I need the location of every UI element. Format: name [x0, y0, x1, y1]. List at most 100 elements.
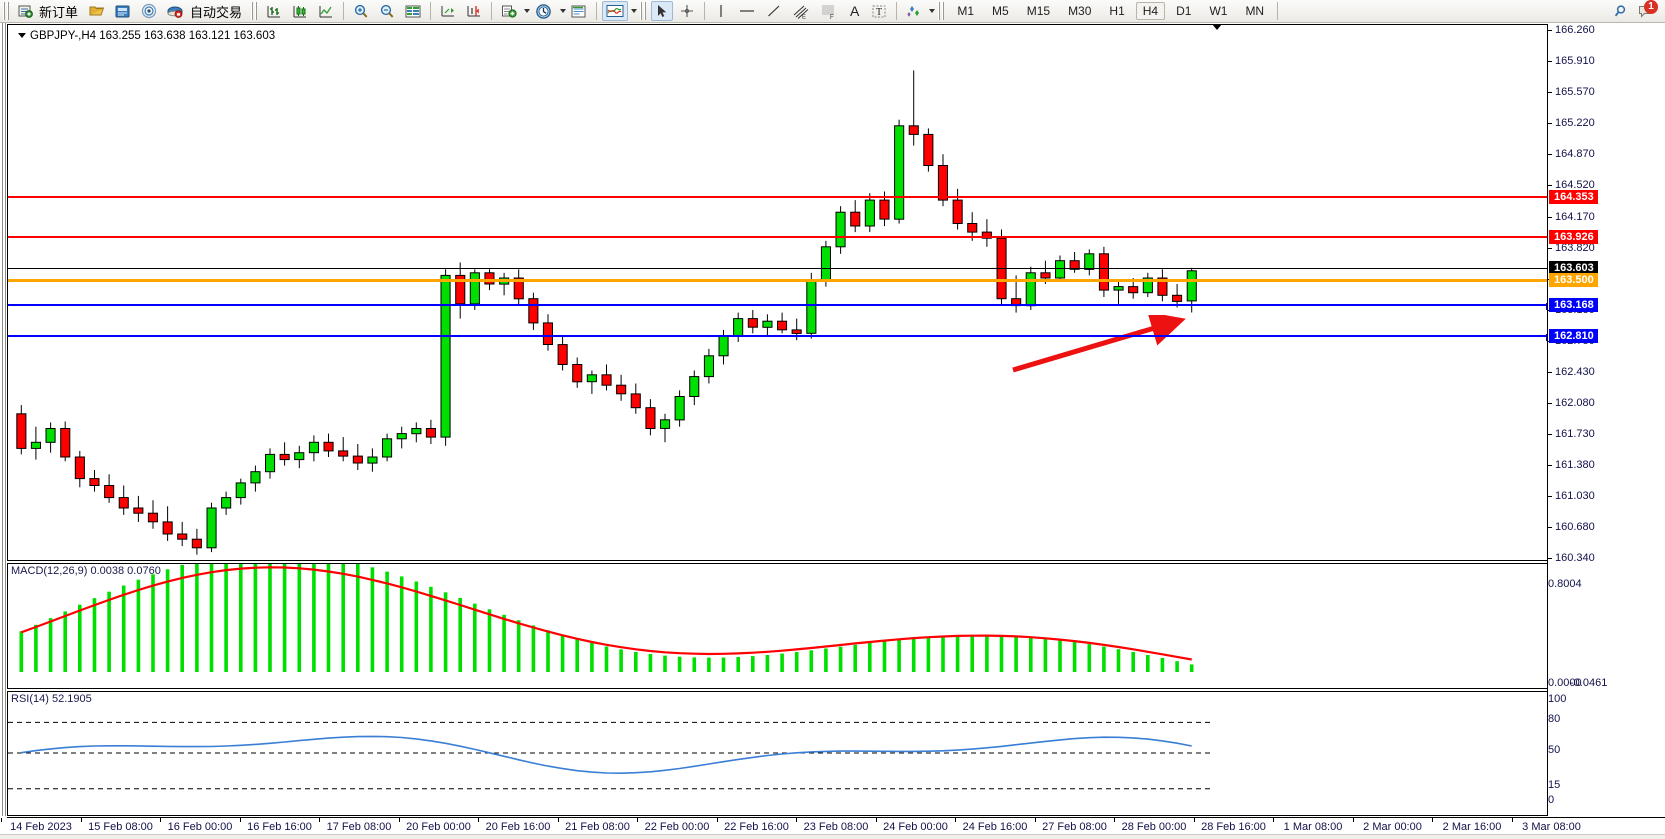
add-indicator-icon[interactable]: [497, 1, 521, 21]
objects-icon[interactable]: [902, 1, 926, 21]
objects-caret-icon[interactable]: [929, 9, 936, 13]
templates-caret-icon[interactable]: [631, 9, 638, 13]
macd-tick-bottom: -0.0461: [1570, 677, 1608, 690]
level-chip-163-500[interactable]: 163.500: [1549, 273, 1598, 287]
price-tick: 165.570: [1548, 86, 1595, 98]
price-tick: 161.030: [1548, 490, 1595, 502]
add-indicator-caret-icon[interactable]: [524, 9, 531, 13]
hline-icon[interactable]: [734, 1, 760, 21]
vline-icon[interactable]: [710, 1, 732, 21]
new-order-icon[interactable]: [14, 1, 36, 21]
macd-pane[interactable]: MACD(12,26,9) 0.0038 0.0760: [7, 563, 1665, 689]
time-label: 3 Mar 08:00: [1522, 821, 1581, 833]
time-tick: [875, 818, 877, 822]
line-chart-icon[interactable]: [314, 1, 338, 21]
level-line-163-500[interactable]: [8, 279, 1549, 282]
period-caret-icon[interactable]: [560, 9, 567, 13]
new-order-label[interactable]: 新订单: [39, 4, 79, 20]
chart-left-scroll-grip[interactable]: [0, 23, 7, 816]
toolbar-grip-2[interactable]: [251, 2, 259, 20]
data-window-icon[interactable]: [401, 1, 425, 21]
timeframe-mn[interactable]: MN: [1245, 4, 1265, 18]
news-icon[interactable]: [111, 1, 135, 21]
time-tick: [1114, 818, 1115, 822]
signal-icon[interactable]: [137, 1, 161, 21]
time-label: 23 Feb 08:00: [803, 821, 869, 833]
label-icon[interactable]: T: [867, 1, 891, 21]
timeframe-h1[interactable]: H1: [1109, 4, 1125, 18]
fibonacci-icon[interactable]: F: [816, 1, 842, 21]
trendline-icon[interactable]: [762, 1, 786, 21]
time-tick: [1193, 818, 1195, 822]
timeframe-m5[interactable]: M5: [992, 4, 1009, 18]
time-axis[interactable]: 14 Feb 2023 15 Feb 08:00 16 Feb 00:00 16 Fe…: [1, 817, 1665, 839]
level-line-163-168[interactable]: [8, 303, 1553, 310]
time-label: 16 Feb 00:00: [167, 821, 233, 833]
timeframe-w1[interactable]: W1: [1209, 4, 1228, 18]
time-label: 28 Feb 16:00: [1201, 821, 1266, 833]
level-line-163-603-last[interactable]: [8, 268, 1549, 269]
price-tick: 164.170: [1548, 211, 1595, 223]
rsi-tick-50: 50: [1548, 744, 1561, 757]
zoom-in-icon[interactable]: [349, 1, 373, 21]
timeframe-m15[interactable]: M15: [1026, 4, 1051, 18]
timeframe-d1[interactable]: D1: [1176, 4, 1192, 18]
toolbar-grip[interactable]: [3, 2, 10, 20]
crosshair-icon[interactable]: [675, 1, 699, 21]
zoom-out-icon[interactable]: [375, 1, 399, 21]
chart-shift-icon[interactable]: [436, 1, 460, 21]
toolbar-separator-7: [1277, 2, 1279, 20]
search-icon[interactable]: [1610, 1, 1634, 21]
level-chip-163-926[interactable]: 163.926: [1549, 230, 1598, 244]
time-label: 24 Feb 16:00: [962, 821, 1028, 833]
level-chip-163-603-last[interactable]: 163.603: [1549, 261, 1598, 275]
toolbar-right-group: 1: [1609, 0, 1665, 21]
level-line-163-926[interactable]: [8, 236, 1549, 238]
autotrade-label[interactable]: 自动交易: [190, 4, 243, 20]
rsi-pane[interactable]: RSI(14) 52.1905: [7, 691, 1665, 816]
time-label: 2 Mar 00:00: [1363, 821, 1422, 833]
price-pane[interactable]: GBPJPY-,H4 163.255 163.638 163.121 163.6…: [7, 24, 1665, 561]
chart-plot-region[interactable]: GBPJPY-,H4 163.255 163.638 163.121 163.6…: [1, 23, 1665, 839]
time-tick: [239, 818, 241, 822]
templates-apply-icon[interactable]: [602, 1, 629, 21]
timeframe-h4[interactable]: H4: [1135, 2, 1166, 20]
chart-title: GBPJPY-,H4 163.255 163.638 163.121 163.6…: [18, 30, 275, 42]
time-tick: [1273, 818, 1274, 822]
price-tick: 165.220: [1548, 117, 1595, 129]
candlestick-chart-icon[interactable]: [288, 1, 312, 21]
cursor-icon[interactable]: [651, 1, 674, 21]
chart-menu-caret-icon[interactable]: [18, 33, 26, 39]
rsi-tick-80: 80: [1548, 713, 1561, 726]
time-tick: [1034, 818, 1036, 822]
price-tick: 164.520: [1548, 179, 1595, 191]
folder-icon[interactable]: [85, 1, 109, 21]
level-line-162-810[interactable]: [8, 334, 1553, 341]
rsi-tick-15: 15: [1548, 779, 1561, 792]
bar-chart-icon[interactable]: [262, 1, 286, 21]
toolbar-separator-4: [596, 2, 598, 20]
toolbar-grip-4[interactable]: [938, 2, 946, 20]
toolbar-separator-5: [704, 2, 706, 20]
price-axis[interactable]: 166.260 165.910 165.570 165.220 164.870 …: [1547, 24, 1665, 816]
level-line-164-353[interactable]: [8, 196, 1549, 198]
auto-scroll-icon[interactable]: [462, 1, 486, 21]
rsi-series: [8, 721, 1213, 790]
level-chip-164-353[interactable]: 164.353: [1549, 190, 1598, 204]
time-tick: [1432, 818, 1433, 822]
level-chip-162-810[interactable]: 162.810: [1549, 329, 1598, 343]
timeframe-group: M1 M5 M15 M30 H1 H4 D1 W1 MN: [948, 2, 1273, 20]
notification-icon[interactable]: 1: [1635, 0, 1658, 21]
templates-icon[interactable]: [567, 1, 591, 21]
text-icon[interactable]: A: [850, 3, 860, 19]
timeframe-m30[interactable]: M30: [1068, 4, 1092, 18]
timeframe-m1[interactable]: M1: [957, 4, 975, 18]
level-chip-163-168[interactable]: 163.168: [1549, 298, 1598, 312]
uptrend-arrow[interactable]: [1008, 315, 1208, 385]
candlestick-series: [16, 70, 1197, 555]
autotrade-icon[interactable]: [163, 1, 187, 21]
toolbar-grip-3[interactable]: [640, 2, 648, 20]
period-icon[interactable]: [531, 1, 557, 21]
equidistant-channel-icon[interactable]: E: [788, 1, 814, 21]
time-label: 20 Feb 00:00: [406, 821, 471, 833]
